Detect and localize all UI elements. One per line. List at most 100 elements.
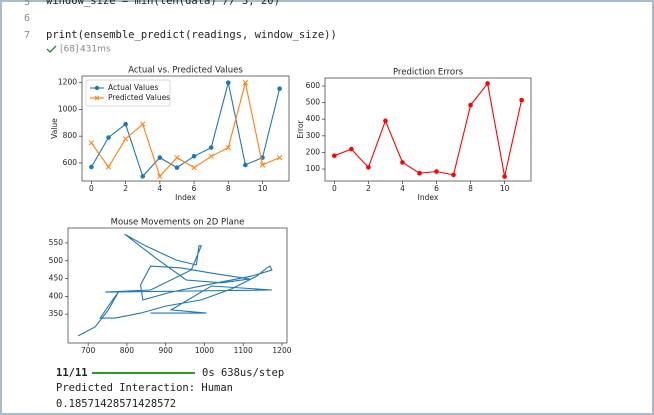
data-point [89,164,94,170]
x-tick-label: 900 [159,346,174,355]
progress-timing: 0s 638us/step [202,367,284,379]
x-tick-label: 4 [157,184,162,193]
chart-title: Mouse Movements on 2D Plane [111,218,245,228]
execution-count: [68] [60,45,78,55]
data-point [225,80,231,85]
score-text: 0.18571428571428572 [56,398,176,410]
data-point [434,169,439,174]
y-tick-label: 1200 [58,78,77,87]
data-point [400,160,405,165]
x-axis-label: Index [418,193,439,202]
legend-label: Actual Values [108,83,158,92]
chart-title: Prediction Errors [393,68,464,78]
x-tick-label: 800 [120,346,135,355]
y-tick-label: 200 [306,147,321,156]
data-line [90,82,281,178]
legend-marker [94,95,100,101]
data-point [157,173,163,179]
success-icon [46,45,57,53]
data-point [191,153,197,159]
y-axis-label: Error [296,119,305,138]
code-line: print(ensemble_predict(readings, window_… [46,29,337,41]
x-tick-label: 700 [81,346,96,355]
x-axis-label: Index [175,193,196,202]
data-point [417,170,422,176]
code-line: window_size = min(len(data) // 3, 20) [46,0,280,7]
data-point [140,121,146,127]
data-point [383,118,388,124]
data-point [366,165,371,170]
x-tick-label: 0 [89,184,94,193]
x-tick-label: 10 [500,184,510,193]
data-point [106,135,111,140]
data-point [519,97,524,103]
data-point [242,80,249,86]
data-point [208,153,214,159]
x-tick-label: 0 [332,184,337,193]
data-point [88,140,95,146]
data-point [105,164,112,170]
data-point [174,165,180,170]
data-point [451,172,456,178]
legend-marker [94,85,100,91]
line-number: 7 [24,30,30,41]
line-number: 5 [24,0,30,8]
data-point [123,121,128,127]
y-tick-label: 500 [49,256,64,265]
chart-title: Actual vs. Predicted Values [128,66,243,76]
x-tick-label: 1100 [234,346,253,355]
data-point [349,146,354,152]
x-tick-label: 6 [434,184,439,193]
x-tick-label: 6 [192,184,197,193]
execution-time: 431ms [80,45,111,55]
progress-count: 11/11 [56,367,88,379]
y-tick-label: 1000 [58,104,77,113]
y-tick-label: 450 [49,274,64,283]
data-point [208,145,214,150]
y-tick-label: 550 [49,238,64,247]
y-tick-label: 100 [306,164,321,173]
data-point [191,164,197,171]
x-tick-label: 10 [258,184,268,193]
x-tick-label: 2 [123,184,128,193]
legend-box [85,79,171,107]
data-point [259,162,266,168]
x-tick-label: 2 [366,184,371,193]
data-point [225,144,231,151]
x-tick-label: 8 [468,184,473,193]
data-point [174,154,180,161]
data-line [90,82,280,178]
y-axis-label: Value [50,118,59,139]
y-tick-label: 500 [306,98,321,107]
plot-frame [67,227,288,344]
x-tick-label: 4 [400,184,405,193]
y-tick-label: 400 [306,114,321,123]
prediction-text: Predicted Interaction: Human [56,382,233,394]
data-point [157,155,163,160]
x-tick-label: 1200 [272,346,291,355]
data-point [140,174,146,179]
data-point [332,153,337,159]
y-tick-label: 400 [49,291,64,300]
y-tick-label: 600 [63,158,78,167]
data-point [276,154,283,161]
data-line [77,233,273,337]
plot-frame [81,75,290,182]
y-tick-label: 600 [306,81,321,90]
data-point [502,174,507,179]
x-tick-label: 1000 [195,346,214,355]
data-point [277,86,282,92]
x-tick-label: 8 [226,184,231,193]
data-point [122,136,129,142]
legend-label: Predicted Values [108,93,170,102]
y-tick-label: 800 [63,131,78,140]
data-point [485,81,490,86]
y-tick-label: 350 [49,309,64,318]
data-point [468,102,473,108]
plot-frame [324,77,532,182]
data-line [334,82,523,177]
data-point [243,162,248,168]
line-number: 6 [24,13,30,24]
